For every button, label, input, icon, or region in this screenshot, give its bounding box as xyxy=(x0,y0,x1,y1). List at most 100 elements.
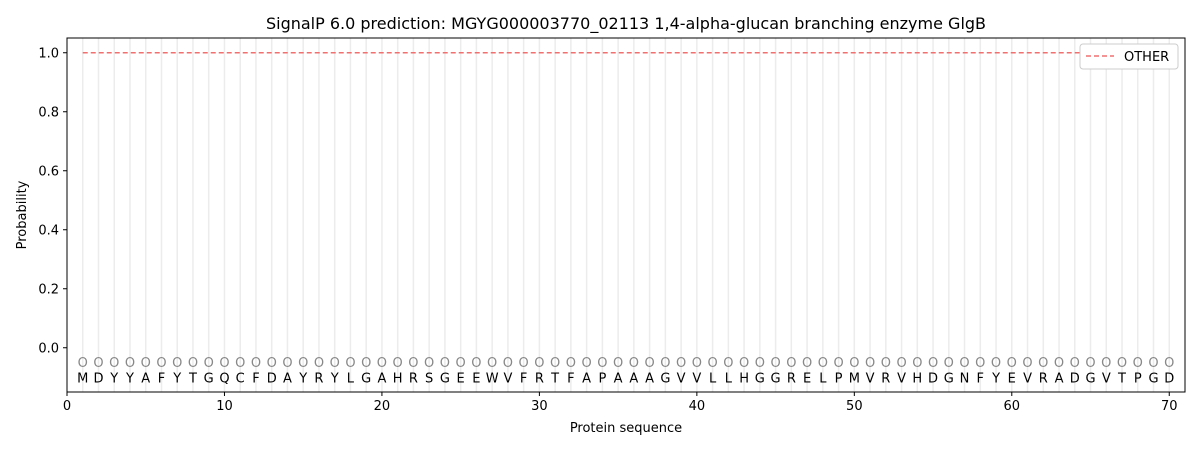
predicted-label-marker: O xyxy=(786,356,796,371)
y-tick-label: 0.4 xyxy=(38,223,59,238)
residue-label: S xyxy=(425,371,433,386)
x-tick-label: 40 xyxy=(689,399,706,414)
predicted-label-marker: O xyxy=(1007,356,1017,371)
residue-label: M xyxy=(77,371,88,386)
predicted-label-marker: O xyxy=(440,356,450,371)
residue-label: A xyxy=(614,371,623,386)
predicted-label-marker: O xyxy=(975,356,985,371)
predicted-label-marker: O xyxy=(534,356,544,371)
x-tick-label: 60 xyxy=(1004,399,1021,414)
predicted-label-marker: O xyxy=(1164,356,1174,371)
residue-layer: OMODOYOYOAOFOYOTOGOQOCOFODOAOYOROYOLOGOA… xyxy=(77,356,1174,386)
predicted-label-marker: O xyxy=(377,356,387,371)
x-tick-label: 10 xyxy=(216,399,233,414)
predicted-label-marker: O xyxy=(1054,356,1064,371)
predicted-label-marker: O xyxy=(471,356,481,371)
predicted-label-marker: O xyxy=(503,356,513,371)
residue-label: Y xyxy=(109,371,118,386)
predicted-label-marker: O xyxy=(141,356,151,371)
predicted-label-marker: O xyxy=(267,356,277,371)
predicted-label-marker: O xyxy=(645,356,655,371)
predicted-label-marker: O xyxy=(755,356,765,371)
residue-label: R xyxy=(314,371,323,386)
residue-label: A xyxy=(377,371,386,386)
residue-label: Y xyxy=(125,371,134,386)
residue-label: T xyxy=(1117,371,1126,386)
residue-label: A xyxy=(629,371,638,386)
predicted-label-marker: O xyxy=(1117,356,1127,371)
residue-label: G xyxy=(361,371,371,386)
residue-gridlines xyxy=(81,38,1171,392)
residue-label: L xyxy=(709,371,717,386)
residue-label: D xyxy=(1164,371,1174,386)
predicted-label-marker: O xyxy=(582,356,592,371)
residue-label: G xyxy=(755,371,765,386)
residue-label: G xyxy=(771,371,781,386)
predicted-label-marker: O xyxy=(393,356,403,371)
residue-label: A xyxy=(283,371,292,386)
residue-label: F xyxy=(252,371,259,386)
residue-label: G xyxy=(1085,371,1095,386)
residue-label: G xyxy=(660,371,670,386)
residue-label: A xyxy=(1055,371,1064,386)
legend-label-other: OTHER xyxy=(1124,50,1169,65)
predicted-label-marker: O xyxy=(456,356,466,371)
x-tick-label: 50 xyxy=(846,399,863,414)
predicted-label-marker: O xyxy=(314,356,324,371)
predicted-label-marker: O xyxy=(802,356,812,371)
residue-label: H xyxy=(912,371,922,386)
predicted-label-marker: O xyxy=(833,356,843,371)
predicted-label-marker: O xyxy=(676,356,686,371)
predicted-label-marker: O xyxy=(770,356,780,371)
residue-label: G xyxy=(204,371,214,386)
residue-label: G xyxy=(440,371,450,386)
residue-label: A xyxy=(645,371,654,386)
predicted-label-marker: O xyxy=(235,356,245,371)
residue-label: C xyxy=(236,371,245,386)
residue-label: R xyxy=(535,371,544,386)
residue-label: M xyxy=(849,371,860,386)
predicted-label-marker: O xyxy=(1101,356,1111,371)
predicted-label-marker: O xyxy=(707,356,717,371)
predicted-label-marker: O xyxy=(487,356,497,371)
predicted-label-marker: O xyxy=(78,356,88,371)
predicted-label-marker: O xyxy=(109,356,119,371)
residue-label: W xyxy=(486,371,499,386)
residue-label: G xyxy=(944,371,954,386)
residue-label: V xyxy=(503,371,512,386)
residue-label: D xyxy=(93,371,103,386)
predicted-label-marker: O xyxy=(692,356,702,371)
residue-label: L xyxy=(819,371,827,386)
residue-label: Y xyxy=(991,371,1000,386)
y-tick-label: 0.2 xyxy=(38,282,59,297)
residue-label: R xyxy=(787,371,796,386)
predicted-label-marker: O xyxy=(818,356,828,371)
residue-label: A xyxy=(582,371,591,386)
residue-label: A xyxy=(141,371,150,386)
predicted-label-marker: O xyxy=(519,356,529,371)
predicted-label-marker: O xyxy=(912,356,922,371)
x-tick-label: 30 xyxy=(531,399,548,414)
residue-label: D xyxy=(928,371,938,386)
residue-label: L xyxy=(725,371,733,386)
residue-label: P xyxy=(835,371,843,386)
predicted-label-marker: O xyxy=(928,356,938,371)
predicted-label-marker: O xyxy=(739,356,749,371)
predicted-label-marker: O xyxy=(613,356,623,371)
predicted-label-marker: O xyxy=(597,356,607,371)
residue-label: V xyxy=(677,371,686,386)
predicted-label-marker: O xyxy=(282,356,292,371)
residue-label: D xyxy=(267,371,277,386)
y-axis-label: Probability xyxy=(15,180,30,249)
residue-label: V xyxy=(1102,371,1111,386)
y-axis-ticks: 0.0 0.2 0.4 0.6 0.8 1.0 xyxy=(38,46,67,356)
y-tick-label: 1.0 xyxy=(38,46,59,61)
residue-label: L xyxy=(347,371,355,386)
residue-label: E xyxy=(803,371,811,386)
y-tick-label: 0.0 xyxy=(38,341,59,356)
residue-label: G xyxy=(1148,371,1158,386)
residue-label: N xyxy=(960,371,970,386)
x-tick-label: 0 xyxy=(63,399,71,414)
predicted-label-marker: O xyxy=(629,356,639,371)
